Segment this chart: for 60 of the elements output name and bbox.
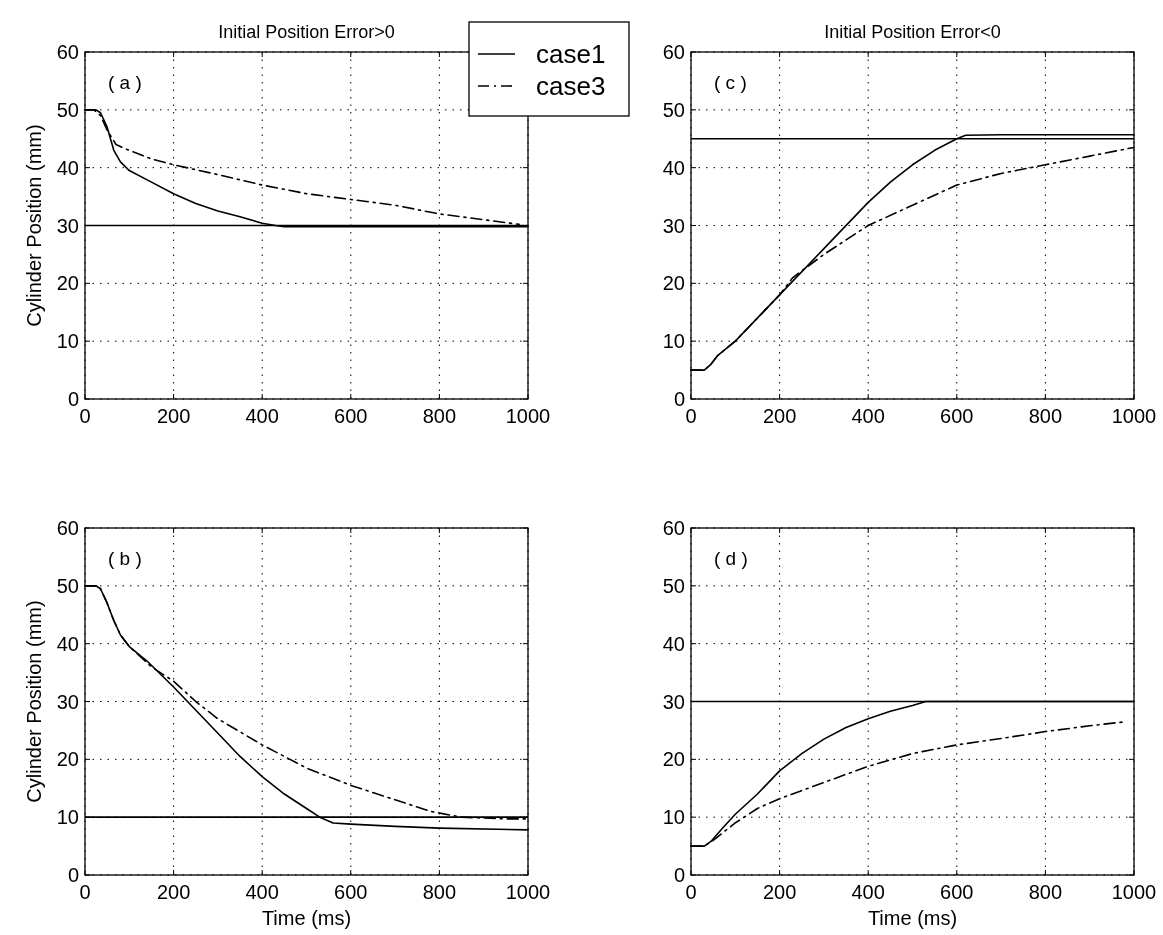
y-tick-label: 30	[56, 690, 79, 713]
y-tick-label: 0	[673, 864, 685, 886]
y-tick-label: 10	[56, 806, 79, 829]
y-tick-label: 50	[56, 574, 79, 597]
y-tick-label: 40	[56, 632, 79, 655]
y-tick-label: 30	[56, 214, 79, 237]
x-tick-label: 600	[940, 405, 974, 427]
y-tick-label: 40	[56, 156, 79, 179]
x-tick-label: 600	[940, 881, 974, 903]
chart-title: Initial Position Error<0	[824, 22, 1001, 42]
y-tick-label: 60	[662, 517, 685, 539]
y-tick-label: 0	[67, 388, 79, 410]
y-tick-label: 20	[56, 272, 79, 295]
y-tick-label: 60	[56, 41, 79, 63]
y-tick-label: 10	[56, 330, 79, 353]
x-tick-label: 800	[1028, 881, 1063, 903]
x-tick-label: 1000	[505, 881, 551, 903]
y-tick-label: 50	[662, 574, 685, 597]
legend-label: case3	[536, 71, 606, 101]
chart-title: Initial Position Error>0	[218, 22, 395, 42]
x-tick-label: 400	[851, 881, 885, 903]
x-axis-title: Time (ms)	[867, 907, 958, 929]
x-tick-label: 1000	[1111, 881, 1157, 903]
annotation: ( b )	[108, 548, 142, 569]
y-axis-title: Cylinder Position (mm)	[23, 600, 45, 803]
x-tick-label: 200	[762, 881, 797, 903]
y-tick-label: 20	[662, 748, 685, 771]
y-tick-label: 60	[662, 41, 685, 63]
annotation: ( a )	[108, 72, 142, 93]
y-tick-label: 10	[662, 330, 685, 353]
annotation: ( d )	[714, 548, 748, 569]
x-tick-label: 200	[156, 405, 191, 427]
x-tick-label: 200	[156, 881, 191, 903]
y-tick-label: 10	[662, 806, 685, 829]
y-tick-label: 40	[662, 156, 685, 179]
y-tick-label: 0	[673, 388, 685, 410]
y-tick-label: 40	[662, 632, 685, 655]
legend-label: case1	[536, 39, 606, 69]
x-tick-label: 400	[851, 405, 885, 427]
x-tick-label: 600	[334, 405, 368, 427]
x-tick-label: 1000	[1111, 405, 1157, 427]
y-tick-label: 20	[662, 272, 685, 295]
x-tick-label: 400	[245, 405, 279, 427]
y-tick-label: 50	[56, 98, 79, 121]
x-tick-label: 400	[245, 881, 279, 903]
x-tick-label: 1000	[505, 405, 551, 427]
x-tick-label: 600	[334, 881, 368, 903]
x-tick-label: 800	[1028, 405, 1063, 427]
x-axis-title: Time (ms)	[261, 907, 352, 929]
y-tick-label: 20	[56, 748, 79, 771]
x-tick-label: 800	[422, 405, 457, 427]
y-tick-label: 0	[67, 864, 79, 886]
y-tick-label: 30	[662, 690, 685, 713]
y-tick-label: 60	[56, 517, 79, 539]
annotation: ( c )	[714, 72, 747, 93]
y-tick-label: 50	[662, 98, 685, 121]
y-axis-title: Cylinder Position (mm)	[23, 124, 45, 327]
x-tick-label: 800	[422, 881, 457, 903]
y-tick-label: 30	[662, 214, 685, 237]
x-tick-label: 200	[762, 405, 797, 427]
